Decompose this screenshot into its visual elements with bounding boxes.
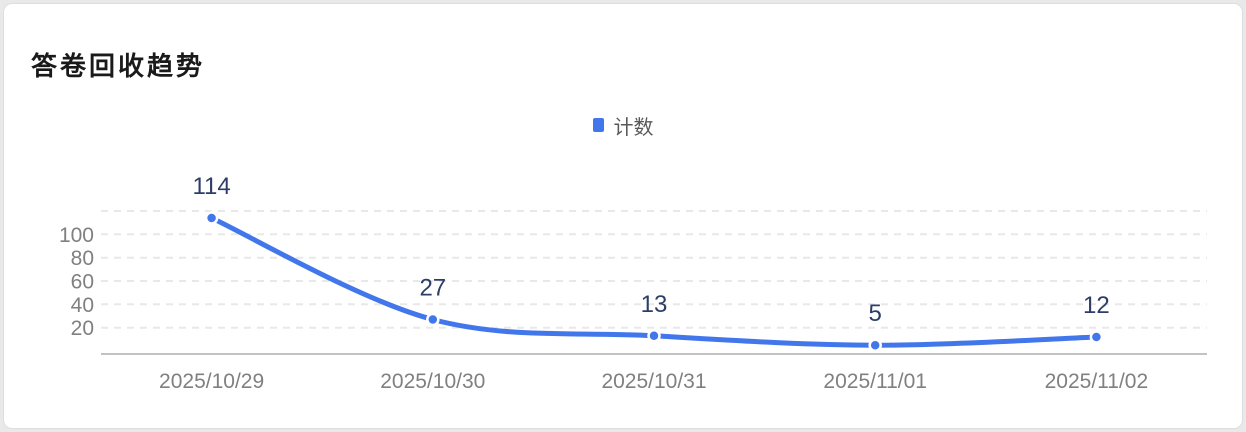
y-axis-tick-label: 20 [71, 317, 94, 340]
data-point[interactable] [647, 329, 661, 343]
data-point-label: 13 [641, 291, 668, 318]
y-axis-tick-label: 60 [71, 271, 94, 294]
x-axis-tick-label: 2025/10/30 [380, 370, 485, 393]
chart-legend: 计数 [4, 110, 1242, 140]
data-point[interactable] [868, 338, 882, 352]
data-point[interactable] [1089, 330, 1104, 344]
data-point[interactable] [204, 211, 219, 225]
x-axis-tick-label: 2025/11/01 [823, 370, 927, 393]
x-axis-tick-label: 2025/10/29 [159, 370, 264, 393]
y-axis-tick-label: 100 [59, 224, 94, 247]
y-axis-tick-label: 80 [71, 247, 94, 270]
chart-title: 答卷回收趋势 [31, 51, 206, 81]
data-point-label: 5 [869, 300, 882, 327]
chart-card: 答卷回收趋势 计数 20 40 60 80 100 2025/10/29 2025/10/3… [3, 3, 1243, 429]
legend-label: 计数 [613, 116, 654, 139]
x-axis-tick-label: 2025/10/31 [601, 370, 706, 393]
legend-marker-icon [592, 118, 604, 132]
data-point-label: 12 [1083, 292, 1110, 319]
data-point-label: 114 [192, 173, 230, 200]
legend-item-count[interactable]: 计数 [592, 111, 654, 140]
data-point-label: 27 [419, 275, 446, 302]
y-axis-tick-label: 40 [71, 294, 94, 317]
data-point[interactable] [426, 312, 440, 327]
x-axis-tick-label: 2025/11/02 [1045, 370, 1149, 393]
